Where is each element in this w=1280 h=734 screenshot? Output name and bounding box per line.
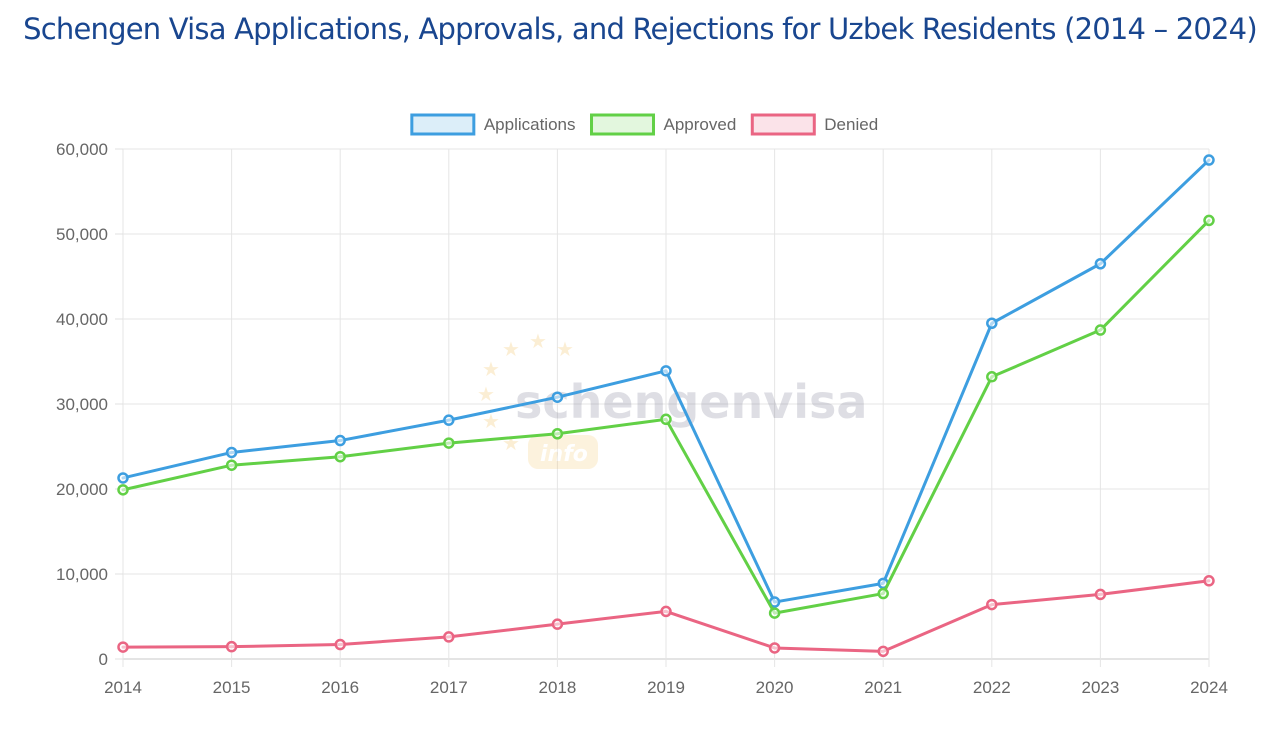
watermark-info-badge bbox=[528, 435, 598, 469]
legend: Applications Approved Denied bbox=[410, 113, 878, 136]
data-point bbox=[986, 317, 998, 329]
data-point bbox=[551, 391, 564, 403]
data-point bbox=[117, 472, 129, 484]
axes: 0 10,000 20,000 30,000 40,000 50,000 60,000 201… bbox=[56, 140, 1228, 697]
y-tick-label: 50,000 bbox=[56, 225, 108, 244]
x-tick-label: 2023 bbox=[1081, 678, 1119, 697]
x-tick-label: 2015 bbox=[213, 678, 251, 697]
series-denied bbox=[117, 575, 1215, 658]
data-point bbox=[117, 641, 129, 653]
watermark-star-icon: ★ bbox=[529, 329, 547, 353]
x-tick-label: 2021 bbox=[864, 678, 902, 697]
data-point bbox=[1094, 324, 1107, 336]
data-point bbox=[334, 450, 346, 463]
data-point bbox=[225, 640, 238, 653]
data-point bbox=[551, 428, 564, 440]
watermark-brand: schengenvisa bbox=[515, 375, 867, 429]
data-point bbox=[660, 605, 672, 618]
data-point bbox=[660, 365, 672, 377]
legend-swatch bbox=[410, 113, 476, 136]
watermark-logo: ★★ ★ ★★★★ schengenvisa info bbox=[477, 329, 867, 469]
watermark-star-icon: ★ bbox=[502, 431, 520, 455]
y-tick-label: 0 bbox=[99, 650, 108, 669]
x-tick-label: 2019 bbox=[647, 678, 685, 697]
x-tick-label: 2017 bbox=[430, 678, 468, 697]
data-point bbox=[1203, 154, 1215, 166]
x-tick-label: 2024 bbox=[1190, 678, 1228, 697]
data-point bbox=[768, 607, 781, 619]
data-point bbox=[1094, 258, 1107, 270]
x-tick-label: 2014 bbox=[104, 678, 142, 697]
watermark-star-icon: ★ bbox=[477, 382, 495, 406]
watermark-star-icon: ★ bbox=[482, 409, 500, 433]
legend-swatch bbox=[590, 113, 656, 136]
legend-item-approved: Approved bbox=[590, 113, 737, 136]
legend-label: Approved bbox=[664, 115, 737, 134]
watermark-star-icon: ★ bbox=[556, 337, 574, 361]
data-point bbox=[117, 484, 129, 496]
watermark-star-icon: ★ bbox=[502, 337, 520, 361]
y-tick-label: 60,000 bbox=[56, 140, 108, 159]
data-point bbox=[225, 446, 238, 459]
data-point bbox=[334, 434, 346, 447]
grid-lines bbox=[122, 148, 1210, 667]
series-group bbox=[117, 154, 1215, 658]
x-tick-label: 2020 bbox=[756, 678, 794, 697]
data-point bbox=[986, 598, 998, 611]
data-point bbox=[443, 414, 455, 426]
data-point bbox=[334, 638, 346, 651]
y-tick-label: 40,000 bbox=[56, 310, 108, 329]
data-point bbox=[225, 459, 238, 471]
data-point bbox=[986, 371, 998, 383]
chart-title: Schengen Visa Applications, Approvals, a… bbox=[23, 12, 1258, 46]
x-tick-label: 2018 bbox=[538, 678, 576, 697]
legend-swatch bbox=[750, 113, 816, 136]
data-point bbox=[768, 642, 781, 654]
data-point bbox=[877, 587, 889, 600]
x-tick-label: 2022 bbox=[973, 678, 1011, 697]
data-point bbox=[1203, 214, 1215, 227]
watermark-sub: info bbox=[540, 442, 588, 467]
data-point bbox=[551, 618, 564, 630]
legend-label: Denied bbox=[824, 115, 878, 134]
y-tick-label: 30,000 bbox=[56, 395, 108, 414]
y-tick-label: 10,000 bbox=[56, 565, 108, 584]
watermark-stars: ★★ ★ ★★★★ bbox=[477, 329, 574, 455]
data-point bbox=[877, 645, 889, 658]
legend-item-denied: Denied bbox=[750, 113, 878, 136]
data-point bbox=[660, 413, 672, 426]
data-point bbox=[443, 437, 455, 449]
data-point bbox=[443, 631, 455, 643]
watermark-star-icon: ★ bbox=[482, 357, 500, 381]
data-point bbox=[1203, 575, 1215, 587]
x-tick-label: 2016 bbox=[321, 678, 359, 697]
series-approved bbox=[117, 214, 1215, 619]
y-tick-label: 20,000 bbox=[56, 480, 108, 499]
legend-label: Applications bbox=[484, 115, 576, 134]
legend-item-applications: Applications bbox=[410, 113, 576, 136]
data-point bbox=[1094, 588, 1107, 601]
